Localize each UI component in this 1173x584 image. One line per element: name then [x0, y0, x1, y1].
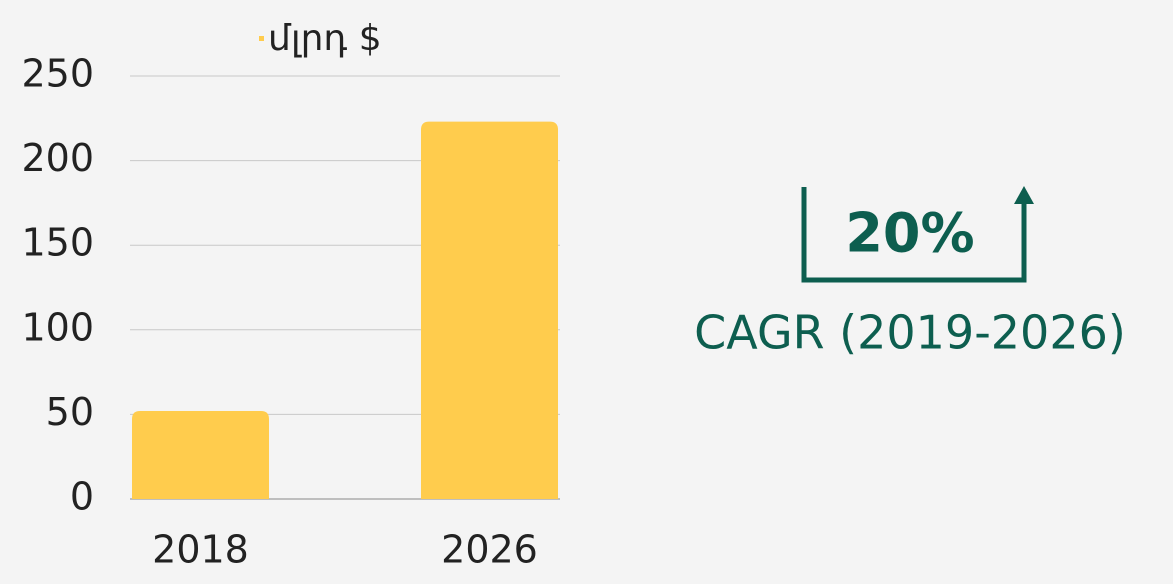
y-tick-label: 0 — [70, 475, 94, 519]
legend-label: մլրդ $ — [268, 18, 382, 59]
y-tick-label: 50 — [46, 390, 94, 434]
y-tick-label: 100 — [21, 305, 94, 349]
bracket-line — [801, 187, 1027, 283]
cagr-label: CAGR (2019-2026) — [694, 306, 1126, 360]
cagr-value: 20% — [845, 202, 974, 265]
y-tick-label: 200 — [21, 136, 94, 180]
y-tick-label: 250 — [21, 52, 94, 96]
bar — [132, 411, 269, 499]
bar — [421, 121, 558, 500]
cagr-bracket — [801, 186, 1034, 283]
y-tick-label: 150 — [21, 221, 94, 265]
x-tick-label: 2018 — [152, 528, 249, 572]
legend-marker — [259, 36, 264, 41]
arrow-head — [1014, 186, 1034, 204]
x-tick-label: 2026 — [441, 528, 538, 572]
